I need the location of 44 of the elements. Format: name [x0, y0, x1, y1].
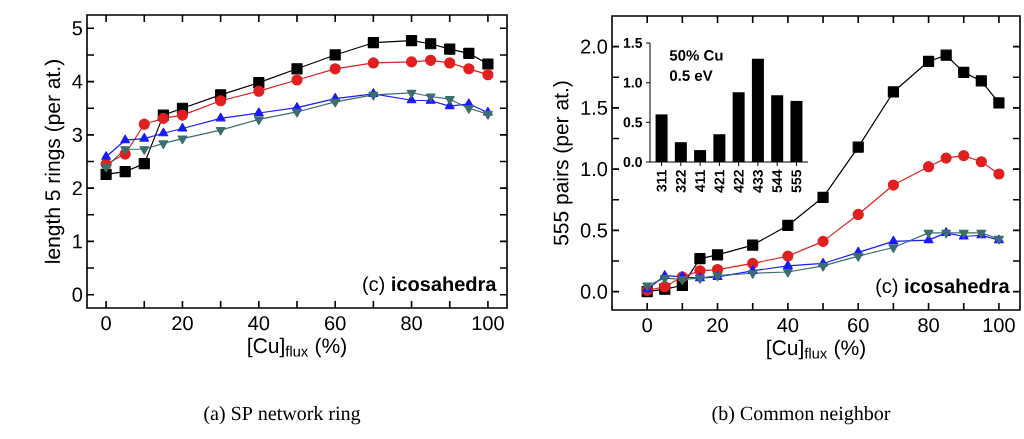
- x-tick-label: 60: [325, 316, 346, 331]
- y-tick-label: 0.5: [623, 117, 643, 128]
- text: (a) SP network ring: [204, 406, 361, 425]
- y-tick-label: 1.0: [581, 162, 608, 177]
- x-tick-label: 80: [401, 316, 422, 331]
- annotation: (c) icosahedra: [363, 276, 497, 296]
- x-tick-label: 411: [695, 169, 705, 192]
- x-tick-label: 422: [733, 170, 744, 193]
- y-tick-label: 0.5: [580, 223, 608, 238]
- x-tick-label: 20: [707, 318, 728, 333]
- y-axis-title: 555 pairs (per at.): [553, 81, 573, 246]
- y-tick-label: 1.5: [623, 38, 643, 48]
- x-tick-label: 421: [714, 169, 725, 193]
- y-tick-label: 0.0: [623, 157, 642, 167]
- y-tick-label: 2: [72, 181, 82, 196]
- y-tick-label: 1.0: [623, 77, 642, 88]
- x-tick-label: 311: [656, 169, 667, 192]
- annotation: 0.5 eV: [669, 70, 713, 81]
- x-tick-label: 544: [772, 169, 783, 193]
- x-tick-label: 0: [101, 316, 111, 331]
- x-axis-title: [Cu]$_{flux}$ (%): [248, 337, 346, 358]
- y-tick-label: 1: [73, 234, 82, 249]
- text: (b) Common neighbor: [712, 406, 891, 425]
- x-axis-title: [Cu]$_{flux}$ (%): [767, 339, 865, 360]
- x-tick-label: 60: [848, 318, 869, 333]
- x-tick-label: 433: [752, 170, 763, 193]
- annotation: (c) icosahedra: [876, 278, 1010, 298]
- x-tick-label: 322: [675, 170, 686, 193]
- x-tick-label: 100: [472, 316, 504, 331]
- y-tick-label: 1.5: [581, 100, 608, 115]
- x-tick-label: 20: [172, 316, 193, 331]
- y-tick-label: 4: [72, 74, 83, 89]
- x-tick-label: 80: [918, 318, 939, 333]
- annotation: 50% Cu: [669, 50, 723, 61]
- y-tick-label: 2.0: [581, 39, 608, 54]
- y-tick-label: 0.0: [580, 284, 608, 299]
- y-tick-label: 0: [72, 287, 83, 302]
- x-tick-label: 40: [248, 316, 270, 331]
- y-tick-label: 3: [72, 127, 82, 142]
- y-axis-title: length 5 rings (per at.): [44, 60, 65, 263]
- x-tick-label: 100: [983, 318, 1015, 333]
- y-tick-label: 5: [72, 21, 83, 36]
- x-tick-label: 40: [777, 318, 799, 333]
- x-tick-label: 555: [791, 169, 802, 193]
